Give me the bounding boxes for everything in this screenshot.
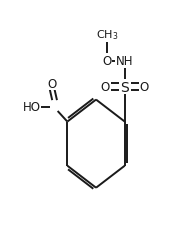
Text: O: O xyxy=(101,81,110,94)
Text: NH: NH xyxy=(116,55,133,68)
Text: S: S xyxy=(120,80,129,94)
Text: O: O xyxy=(47,77,57,90)
Text: HO: HO xyxy=(23,101,41,114)
Text: O: O xyxy=(102,55,112,68)
Text: O: O xyxy=(140,81,149,94)
Text: CH$_3$: CH$_3$ xyxy=(96,29,118,42)
